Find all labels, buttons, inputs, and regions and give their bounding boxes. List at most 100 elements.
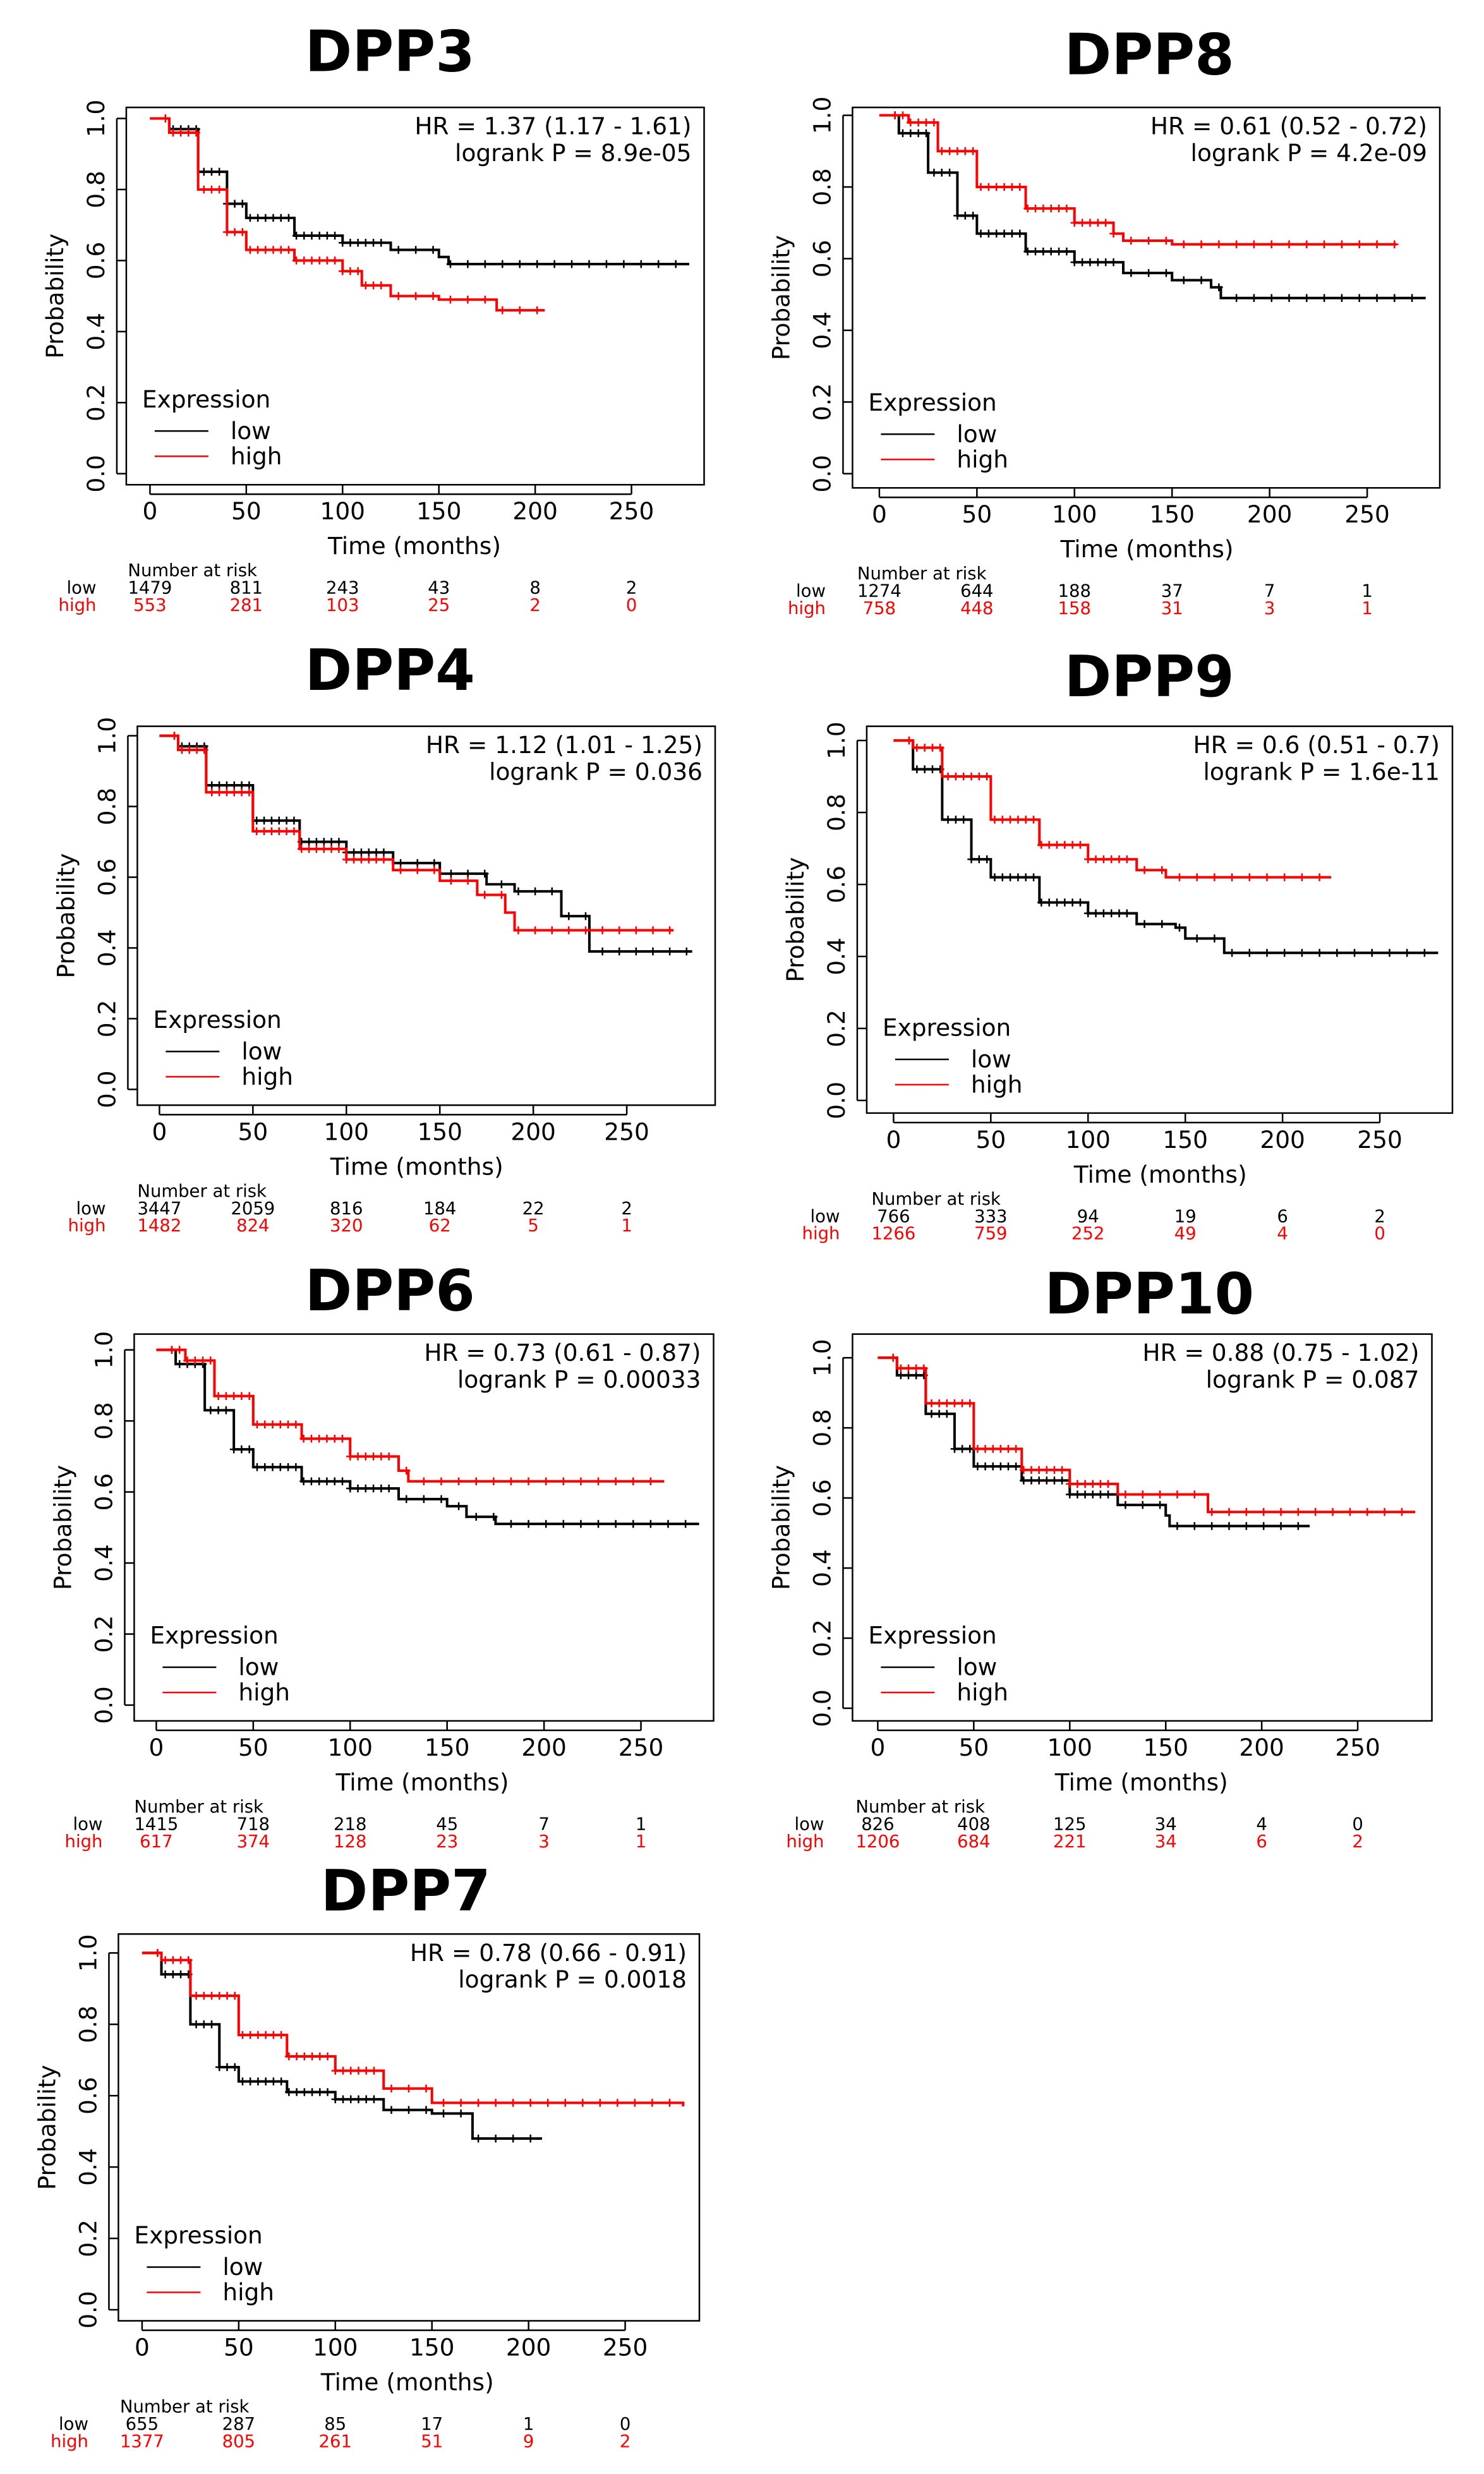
censor-mark-low	[361, 1484, 370, 1493]
censor-mark-high	[330, 256, 339, 265]
censor-mark-high	[411, 292, 420, 300]
y-tick-label: 0.0	[808, 1689, 836, 1727]
censor-mark-low	[1355, 294, 1363, 303]
censor-mark-low	[323, 2088, 332, 2096]
censor-mark-low	[1023, 247, 1032, 256]
censor-mark-low	[1035, 1476, 1043, 1485]
censor-mark-high	[1047, 204, 1055, 213]
risk-value-low: 218	[334, 1814, 366, 1834]
censor-mark-high	[183, 1356, 191, 1365]
censor-mark-high	[598, 926, 606, 934]
censor-mark-low	[231, 200, 239, 208]
censor-mark-low	[594, 1519, 603, 1528]
censor-mark-high	[308, 2052, 317, 2061]
risk-value-high: 320	[330, 1216, 363, 1236]
censor-mark-high	[1035, 1466, 1043, 1474]
censor-mark-high	[290, 827, 298, 835]
x-tick-label: 200	[521, 1734, 567, 1761]
censor-mark-low	[1138, 1500, 1147, 1509]
censor-mark-high	[437, 1477, 445, 1485]
y-tick-label: 0.2	[90, 1615, 118, 1653]
risk-value-high: 805	[222, 2431, 255, 2451]
censor-mark-high	[1173, 1490, 1181, 1499]
censor-mark-low	[1037, 898, 1046, 907]
risk-value-high: 252	[1071, 1224, 1104, 1244]
x-tick-label: 100	[324, 1118, 370, 1145]
censor-mark-high	[1320, 240, 1329, 248]
panel-title: DPP8	[1065, 22, 1234, 88]
risk-value-high: 1482	[137, 1216, 181, 1236]
x-tick-label: 150	[416, 497, 462, 525]
risk-row-label-low: low	[73, 1814, 103, 1834]
censor-mark-low	[1022, 873, 1030, 881]
censor-mark-low	[585, 260, 593, 269]
y-axis-label: Probability	[52, 853, 80, 978]
x-tick-label: 0	[886, 1126, 901, 1154]
censor-mark-low	[349, 848, 358, 857]
y-tick-label: 0.4	[808, 1549, 836, 1587]
censor-mark-high	[285, 2052, 293, 2061]
censor-mark-low	[307, 1477, 316, 1485]
censor-mark-high	[507, 1477, 516, 1485]
censor-mark-high	[920, 744, 929, 752]
censor-mark-low	[411, 246, 420, 254]
y-tick-label: 0.0	[808, 455, 836, 493]
y-tick-label: 0.0	[74, 2291, 102, 2329]
censor-mark-low	[1054, 247, 1063, 256]
legend-label-high: high	[956, 1678, 1008, 1706]
censor-mark-high	[944, 772, 952, 781]
censor-mark-high	[1140, 866, 1149, 874]
censor-mark-low	[632, 947, 641, 956]
censor-mark-low	[1092, 909, 1100, 917]
censor-mark-low	[293, 2088, 301, 2096]
logrank-p-text: logrank P = 0.00033	[457, 1366, 701, 1394]
censor-mark-high	[490, 1477, 498, 1485]
km-panel-dpp7: DPP7 0.0 0.2 0.4 0.6 0.8 1.0 Probability 0 50 100 1…	[33, 1858, 701, 2451]
censor-mark-low	[377, 1484, 385, 1493]
censor-mark-high	[1263, 873, 1271, 881]
censor-mark-high	[1303, 240, 1311, 248]
risk-value-low: 1	[636, 1814, 646, 1834]
censor-mark-low	[339, 2095, 347, 2104]
censor-mark-high	[246, 246, 255, 254]
y-tick-label: 0.8	[74, 2005, 102, 2043]
censor-mark-low	[312, 838, 321, 846]
censor-mark-low	[1061, 898, 1069, 907]
risk-value-high: 2	[529, 595, 540, 615]
censor-mark-high	[349, 855, 358, 864]
risk-value-high: 3	[1264, 598, 1275, 618]
censor-mark-high	[215, 1991, 224, 2000]
censor-mark-low	[629, 1519, 637, 1528]
censor-mark-low	[1250, 294, 1258, 303]
y-tick-label: 1.0	[823, 721, 850, 759]
censor-mark-low	[1162, 269, 1171, 277]
censor-mark-low	[223, 2063, 231, 2072]
censor-mark-high	[561, 2099, 570, 2107]
censor-mark-high	[267, 827, 276, 835]
censor-mark-low	[984, 229, 993, 238]
censor-mark-high	[292, 256, 301, 265]
censor-mark-high	[968, 147, 977, 155]
risk-value-low: 826	[861, 1814, 894, 1834]
censor-mark-low	[1368, 948, 1377, 957]
censor-mark-high	[245, 788, 253, 797]
y-tick-label: 1.0	[808, 97, 836, 135]
censor-mark-high	[1277, 1508, 1285, 1516]
censor-mark-low	[331, 2095, 340, 2104]
hazard-ratio-text: HR = 0.78 (0.66 - 0.91)	[410, 1939, 687, 1967]
km-panel-dpp10: DPP10 0.0 0.2 0.4 0.6 0.8 1.0 Probability 0 50 100…	[767, 1261, 1433, 1852]
censor-mark-high	[945, 147, 954, 155]
censor-mark-low	[1155, 1500, 1164, 1509]
censor-mark-high	[369, 281, 378, 290]
x-tick-label: 50	[224, 2333, 254, 2361]
censor-mark-high	[984, 183, 993, 191]
censor-mark-low	[238, 1445, 246, 1454]
x-tick-label: 200	[1260, 1126, 1305, 1154]
censor-mark-low	[968, 212, 977, 220]
y-tick-label: 0.4	[93, 929, 121, 967]
censor-mark-low	[1096, 1490, 1105, 1499]
censor-mark-low	[305, 838, 313, 846]
risk-value-low: 85	[324, 2414, 346, 2434]
censor-mark-high	[1020, 1466, 1028, 1474]
